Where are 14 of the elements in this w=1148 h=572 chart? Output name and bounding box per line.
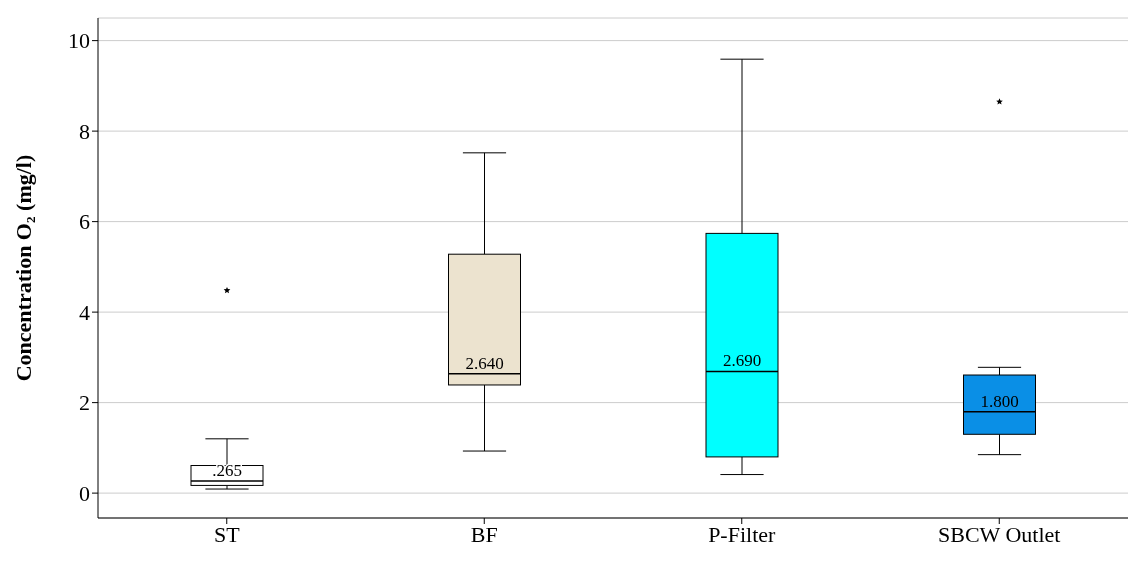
y-tick-label: 2 [79, 390, 90, 416]
y-axis-title: Concentration O₂ (mg/l) [10, 154, 36, 382]
y-tick-label: 4 [79, 299, 90, 325]
text: 2.640 [465, 353, 504, 373]
x-tick-label: P-Filter [708, 521, 777, 547]
y-tick-label: 6 [79, 209, 90, 235]
x-tick-label: ST [213, 521, 241, 547]
y-tick-label: 10 [68, 28, 90, 54]
y-tick-label: 8 [79, 118, 90, 144]
y-tick-label: 0 [79, 480, 90, 506]
text: 1.800 [980, 391, 1019, 411]
x-tick-label: BF [470, 521, 498, 547]
x-tick-label: SBCW Outlet [938, 521, 1061, 547]
text: 2.690 [722, 351, 762, 371]
